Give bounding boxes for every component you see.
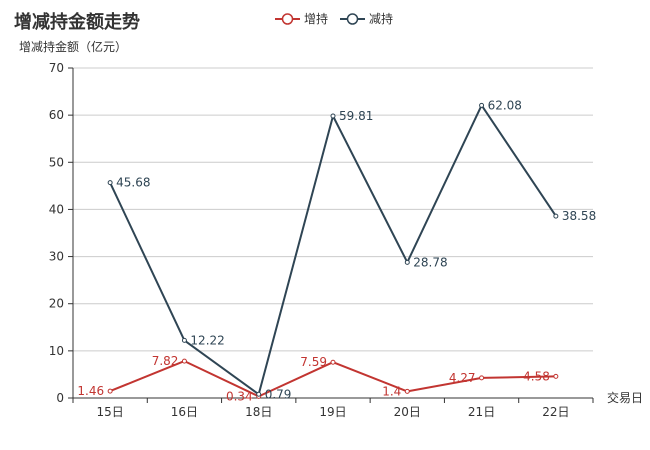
data-label-increase: 0.34 [226,389,253,403]
data-label-decrease: 0.79 [265,387,292,401]
data-point-increase[interactable] [553,373,559,379]
data-label-increase: 1.46 [77,384,104,398]
data-point-increase[interactable] [404,388,410,394]
data-label-decrease: 38.58 [562,209,596,223]
data-point-decrease[interactable] [404,259,410,265]
x-tick-label: 18日 [245,405,272,419]
grid-lines [73,67,593,352]
y-tick-label: 20 [49,297,64,311]
data-label-decrease: 62.08 [488,98,522,112]
y-tick-label: 70 [49,61,64,75]
data-point-increase[interactable] [107,388,113,394]
legend-item-increase[interactable]: 增持 [275,11,328,26]
y-tick-label: 10 [49,344,64,358]
y-tick-label: 50 [49,155,64,169]
data-label-increase: 7.59 [300,355,327,369]
data-point-decrease[interactable] [553,213,559,219]
legend-label-increase: 增持 [304,11,328,26]
y-tick-label: 30 [49,250,64,264]
x-tick-label: 20日 [394,405,421,419]
data-point-decrease[interactable] [181,337,187,343]
legend-marker-decrease [346,13,359,25]
chart-title: 增减持金额走势 [14,11,140,33]
data-label-increase: 4.58 [523,369,550,383]
data-label-increase: 1.4 [382,384,401,398]
legend-label-decrease: 减持 [369,11,393,26]
data-point-decrease[interactable] [479,102,485,108]
data-label-decrease: 28.78 [413,255,447,269]
y-tick-label: 40 [49,202,64,216]
x-tick-label: 22日 [542,405,569,419]
data-point-increase[interactable] [479,375,485,381]
x-tick-label: 16日 [171,405,198,419]
y-tick-label: 0 [56,391,64,405]
series-layer [107,102,559,399]
legend-item-decrease[interactable]: 减持 [340,11,393,26]
x-tick-label: 21日 [468,405,495,419]
x-axis-title: 交易日 [607,390,643,405]
legend-marker-increase [281,13,294,25]
x-axis: 15日 16日 18日 19日 20日 21日 22日 [72,397,594,419]
x-tick-label: 19日 [319,405,346,419]
data-label-decrease: 59.81 [339,109,373,123]
data-point-decrease[interactable] [330,113,336,119]
y-axis: 0 10 20 30 40 50 60 70 [49,61,74,405]
x-tick-label: 15日 [97,405,124,419]
legend: 增持 减持 [275,11,393,26]
data-point-decrease[interactable] [107,180,113,186]
y-axis-title: 增减持金额（亿元） [19,39,127,54]
data-point-decrease[interactable] [256,391,262,397]
data-point-increase[interactable] [330,359,336,365]
y-tick-label: 60 [49,108,64,122]
data-label-decrease: 12.22 [190,333,224,347]
data-label-decrease: 45.68 [116,176,150,190]
data-label-increase: 4.27 [449,371,476,385]
data-point-increase[interactable] [181,358,187,364]
data-label-increase: 7.82 [152,354,179,368]
data-labels: 1.46 7.82 0.34 7.59 1.4 4.27 4.58 45.68 12.22 0.7… [77,98,596,403]
